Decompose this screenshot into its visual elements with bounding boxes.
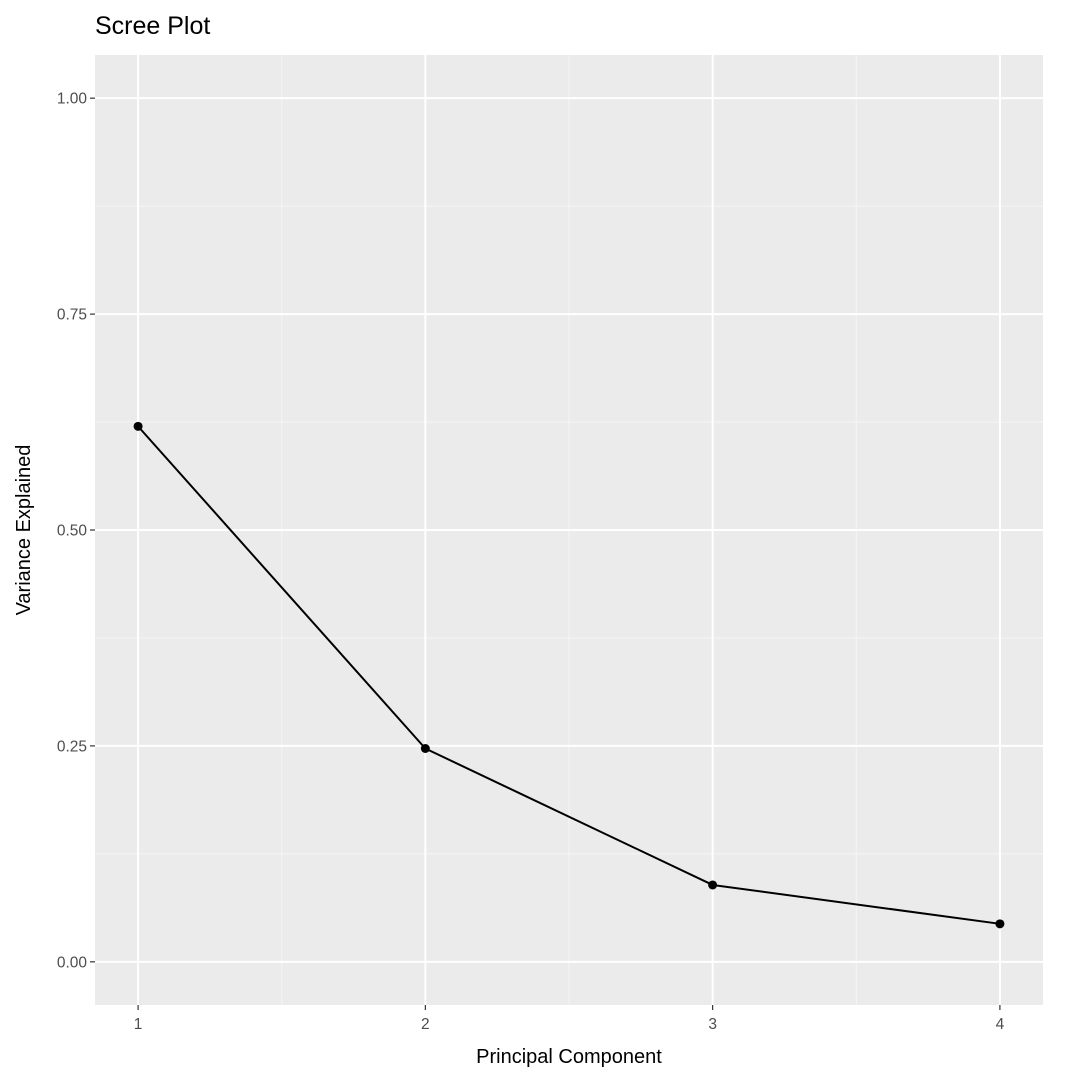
- chart-title: Scree Plot: [95, 12, 210, 40]
- x-axis-title: Principal Component: [476, 1046, 662, 1068]
- x-tick-label: 3: [708, 1016, 717, 1033]
- y-tick-label: 0.75: [57, 307, 87, 324]
- data-point: [420, 744, 430, 753]
- axis-tick-marks: [90, 97, 1001, 1010]
- x-axis-tick-labels: 1 2 3 4: [134, 1016, 1005, 1033]
- data-point: [708, 880, 718, 890]
- y-tick-label: 0.50: [57, 523, 88, 540]
- x-tick-label: 1: [134, 1016, 143, 1033]
- x-tick-label: 2: [421, 1016, 430, 1033]
- data-point: [133, 421, 143, 431]
- major-gridlines: [95, 55, 1043, 1005]
- y-tick-label: 1.00: [57, 91, 88, 108]
- y-tick-label: 0.00: [57, 954, 88, 971]
- y-tick-label: 0.25: [57, 738, 87, 755]
- data-point: [995, 919, 1005, 929]
- y-axis-title: Variance Explained: [13, 445, 35, 616]
- y-axis-tick-labels: 0.00 0.25 0.50 0.75 1.00: [57, 91, 88, 972]
- series-line: [137, 425, 1001, 925]
- series-layer: [133, 421, 1005, 929]
- x-tick-label: 4: [996, 1016, 1005, 1033]
